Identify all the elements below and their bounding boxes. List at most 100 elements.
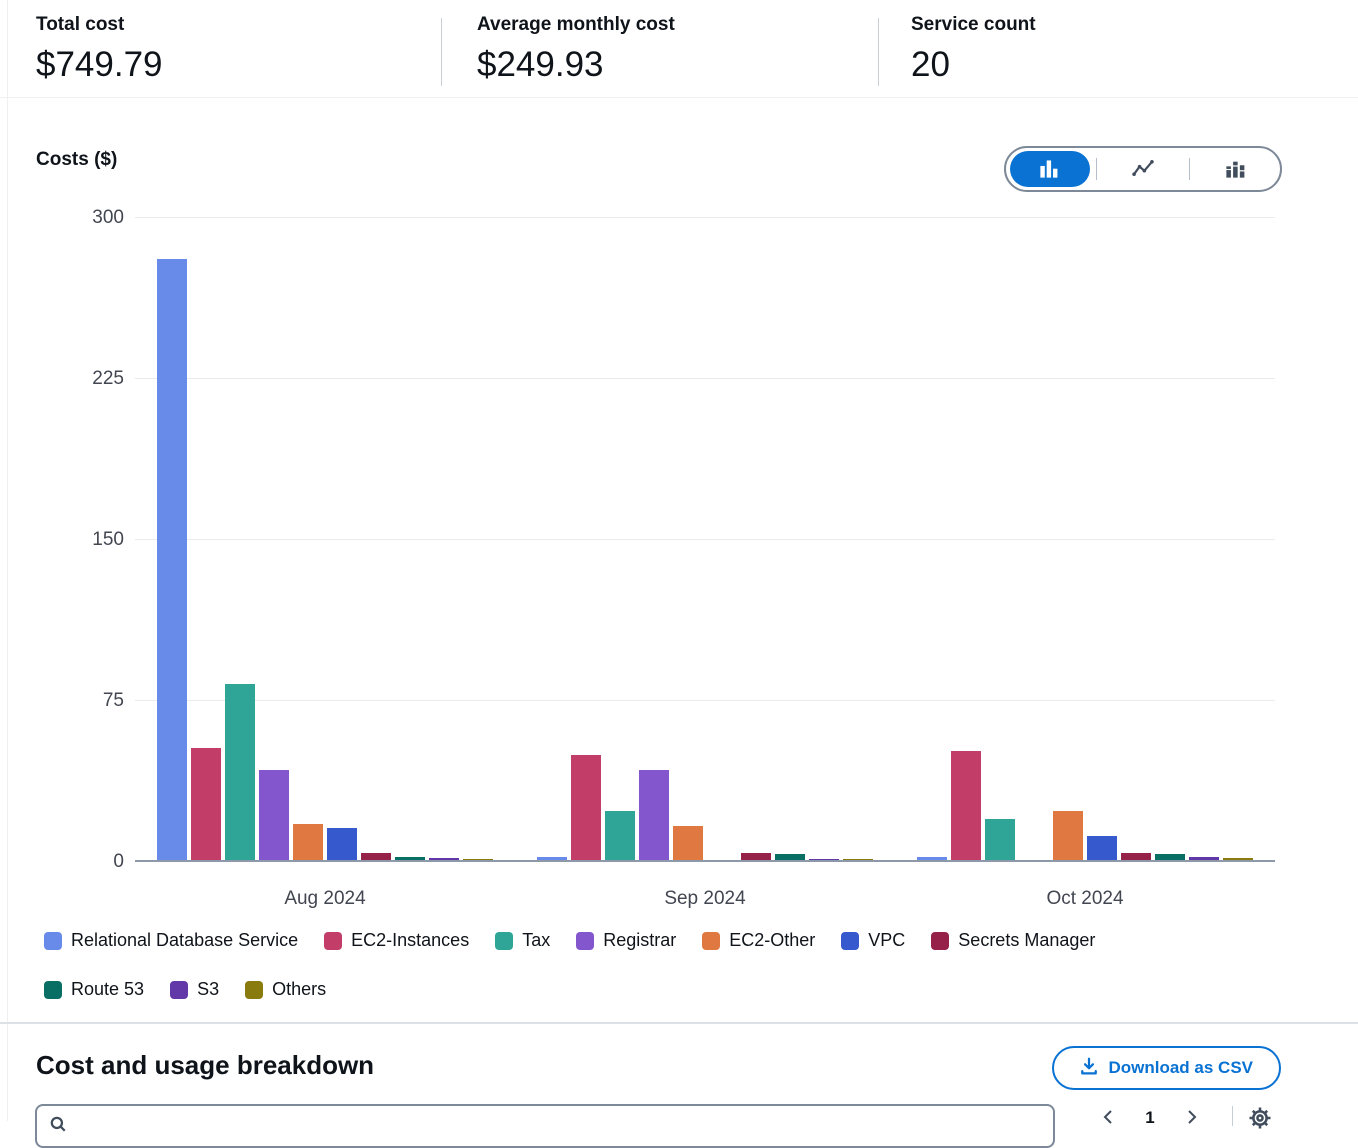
breakdown-title: Cost and usage breakdown (36, 1050, 375, 1080)
bar[interactable] (537, 856, 567, 860)
current-page-number[interactable]: 1 (1145, 1108, 1155, 1127)
bar[interactable] (843, 858, 873, 860)
bar[interactable] (463, 858, 493, 860)
bar[interactable] (191, 748, 221, 860)
bar[interactable] (157, 258, 187, 860)
search-input[interactable] (75, 1116, 1041, 1136)
stacked-bar-chart-toggle-button[interactable] (1196, 151, 1276, 187)
bar[interactable] (741, 853, 771, 860)
legend-label: Tax (522, 930, 551, 950)
bar[interactable] (605, 810, 635, 860)
legend-item[interactable]: Relational Database Service (44, 930, 298, 951)
legend-item[interactable]: Secrets Manager (931, 930, 1095, 951)
chevron-left-icon (1101, 1109, 1117, 1128)
bar-group-sep-2024 (537, 754, 873, 860)
stacked-bar-chart-icon (1225, 157, 1247, 182)
stat-average-monthly-cost: Average monthly cost $249.93 (477, 14, 675, 85)
legend-swatch (495, 931, 514, 950)
legend-swatch (245, 980, 264, 999)
chart-legend: Relational Database Service EC2-Instances… (44, 930, 1284, 1000)
x-axis-label: Sep 2024 (664, 888, 746, 909)
download-csv-label: Download as CSV (1108, 1058, 1253, 1077)
line-chart-toggle-button[interactable] (1103, 151, 1183, 187)
x-axis-baseline (135, 860, 1275, 862)
bar[interactable] (951, 750, 981, 860)
bar[interactable] (673, 825, 703, 860)
legend-label: S3 (197, 979, 220, 999)
legend-label: EC2-Instances (351, 930, 470, 950)
gear-icon (1248, 1107, 1272, 1133)
legend-swatch (324, 931, 343, 950)
bar[interactable] (395, 856, 425, 860)
legend-swatch (841, 931, 860, 950)
legend-item[interactable]: EC2-Other (702, 930, 815, 951)
download-icon (1080, 1057, 1098, 1080)
y-tick-label: 0 (113, 851, 124, 872)
section-divider (0, 97, 1358, 98)
y-tick-label: 150 (92, 529, 124, 550)
bar[interactable] (639, 769, 669, 860)
gridline (135, 700, 1275, 701)
legend-swatch (44, 980, 62, 999)
next-page-button[interactable] (1183, 1109, 1199, 1128)
bar[interactable] (985, 819, 1015, 860)
bar[interactable] (429, 858, 459, 860)
legend-item[interactable]: Registrar (576, 930, 676, 951)
stat-value: $249.93 (477, 45, 604, 84)
stats-divider (878, 18, 879, 86)
download-csv-button[interactable]: Download as CSV (1052, 1046, 1281, 1090)
search-icon (49, 1115, 67, 1138)
stat-service-count: Service count 20 (911, 14, 1036, 85)
line-chart-icon (1132, 157, 1154, 182)
legend-swatch (931, 931, 950, 950)
breakdown-search-box[interactable] (35, 1104, 1055, 1148)
legend-item[interactable]: EC2-Instances (324, 930, 469, 951)
legend-item[interactable]: S3 (170, 979, 219, 1000)
bar[interactable] (571, 754, 601, 860)
bar[interactable] (361, 852, 391, 860)
x-axis: Aug 2024 Sep 2024 Oct 2024 (135, 888, 1275, 914)
bar[interactable] (225, 683, 255, 860)
bar[interactable] (809, 858, 839, 860)
pagination: 1 (1085, 1108, 1215, 1128)
gridline (135, 217, 1275, 218)
bar-group-oct-2024 (917, 750, 1253, 860)
legend-label: Others (272, 979, 327, 999)
plot-area (135, 217, 1275, 862)
legend-label: Registrar (603, 930, 677, 950)
bar[interactable] (1087, 836, 1117, 860)
stat-total-cost: Total cost $749.79 (36, 14, 163, 85)
bar[interactable] (1053, 810, 1083, 860)
legend-label: VPC (868, 930, 906, 950)
legend-item[interactable]: Others (245, 979, 326, 1000)
previous-page-button[interactable] (1101, 1109, 1117, 1128)
bar[interactable] (259, 769, 289, 860)
bar[interactable] (1121, 853, 1151, 860)
preferences-button[interactable] (1248, 1106, 1272, 1133)
bar[interactable] (775, 854, 805, 860)
bar[interactable] (293, 823, 323, 860)
bar[interactable] (1223, 857, 1253, 860)
legend-item[interactable]: VPC (841, 930, 905, 951)
bar-chart-icon (1039, 157, 1061, 182)
legend-label: Relational Database Service (71, 930, 299, 950)
x-axis-label: Oct 2024 (1046, 888, 1124, 909)
legend-swatch (170, 980, 189, 999)
bar[interactable] (1189, 857, 1219, 860)
stat-label: Service count (911, 14, 1036, 35)
bar[interactable] (1155, 854, 1185, 860)
y-tick-label: 75 (102, 690, 124, 711)
bar-group-aug-2024 (157, 258, 493, 860)
gridline (135, 378, 1275, 379)
legend-item[interactable]: Route 53 (44, 979, 144, 1000)
legend-item[interactable]: Tax (495, 930, 550, 951)
stat-label: Average monthly cost (477, 14, 675, 35)
legend-swatch (44, 931, 62, 950)
bar-chart-toggle-button[interactable] (1010, 151, 1090, 187)
chart-type-toggle (1004, 146, 1282, 192)
toggle-separator (1189, 158, 1190, 180)
bar[interactable] (917, 856, 947, 860)
bar[interactable] (327, 827, 357, 860)
stat-value: $749.79 (36, 45, 163, 84)
